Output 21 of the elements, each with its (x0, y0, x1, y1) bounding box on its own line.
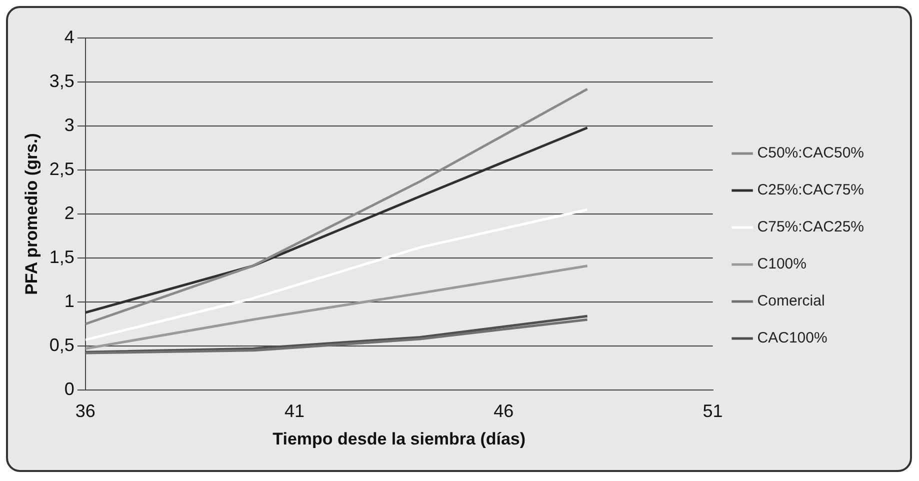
y-tick-label: 3 (64, 114, 74, 135)
legend-label: Comercial (757, 292, 825, 310)
legend-label: C100% (757, 256, 806, 273)
y-tick-label: 4 (64, 26, 74, 47)
x-tick-label: 51 (702, 400, 723, 421)
y-tick-label: 2 (64, 202, 74, 223)
legend-label: C75%:CAC25% (757, 218, 864, 236)
y-tick-label: 0 (64, 378, 74, 399)
legend-label: CAC100% (757, 330, 828, 347)
x-axis-title: Tiempo desde la siembra (días) (272, 429, 526, 448)
y-tick-label: 0,5 (49, 334, 74, 355)
y-tick-label: 1,5 (49, 246, 74, 267)
x-tick-label: 41 (284, 400, 305, 421)
x-tick-label: 36 (75, 400, 96, 421)
y-tick-label: 3,5 (49, 70, 74, 91)
legend-label: C25%:CAC75% (757, 182, 864, 199)
y-tick-label: 2,5 (49, 158, 74, 179)
y-tick-label: 1 (64, 290, 74, 311)
y-axis-title: PFA promedio (grs.) (22, 133, 41, 295)
x-tick-label: 46 (494, 400, 514, 421)
legend-label: C50%:CAC50% (757, 144, 864, 162)
